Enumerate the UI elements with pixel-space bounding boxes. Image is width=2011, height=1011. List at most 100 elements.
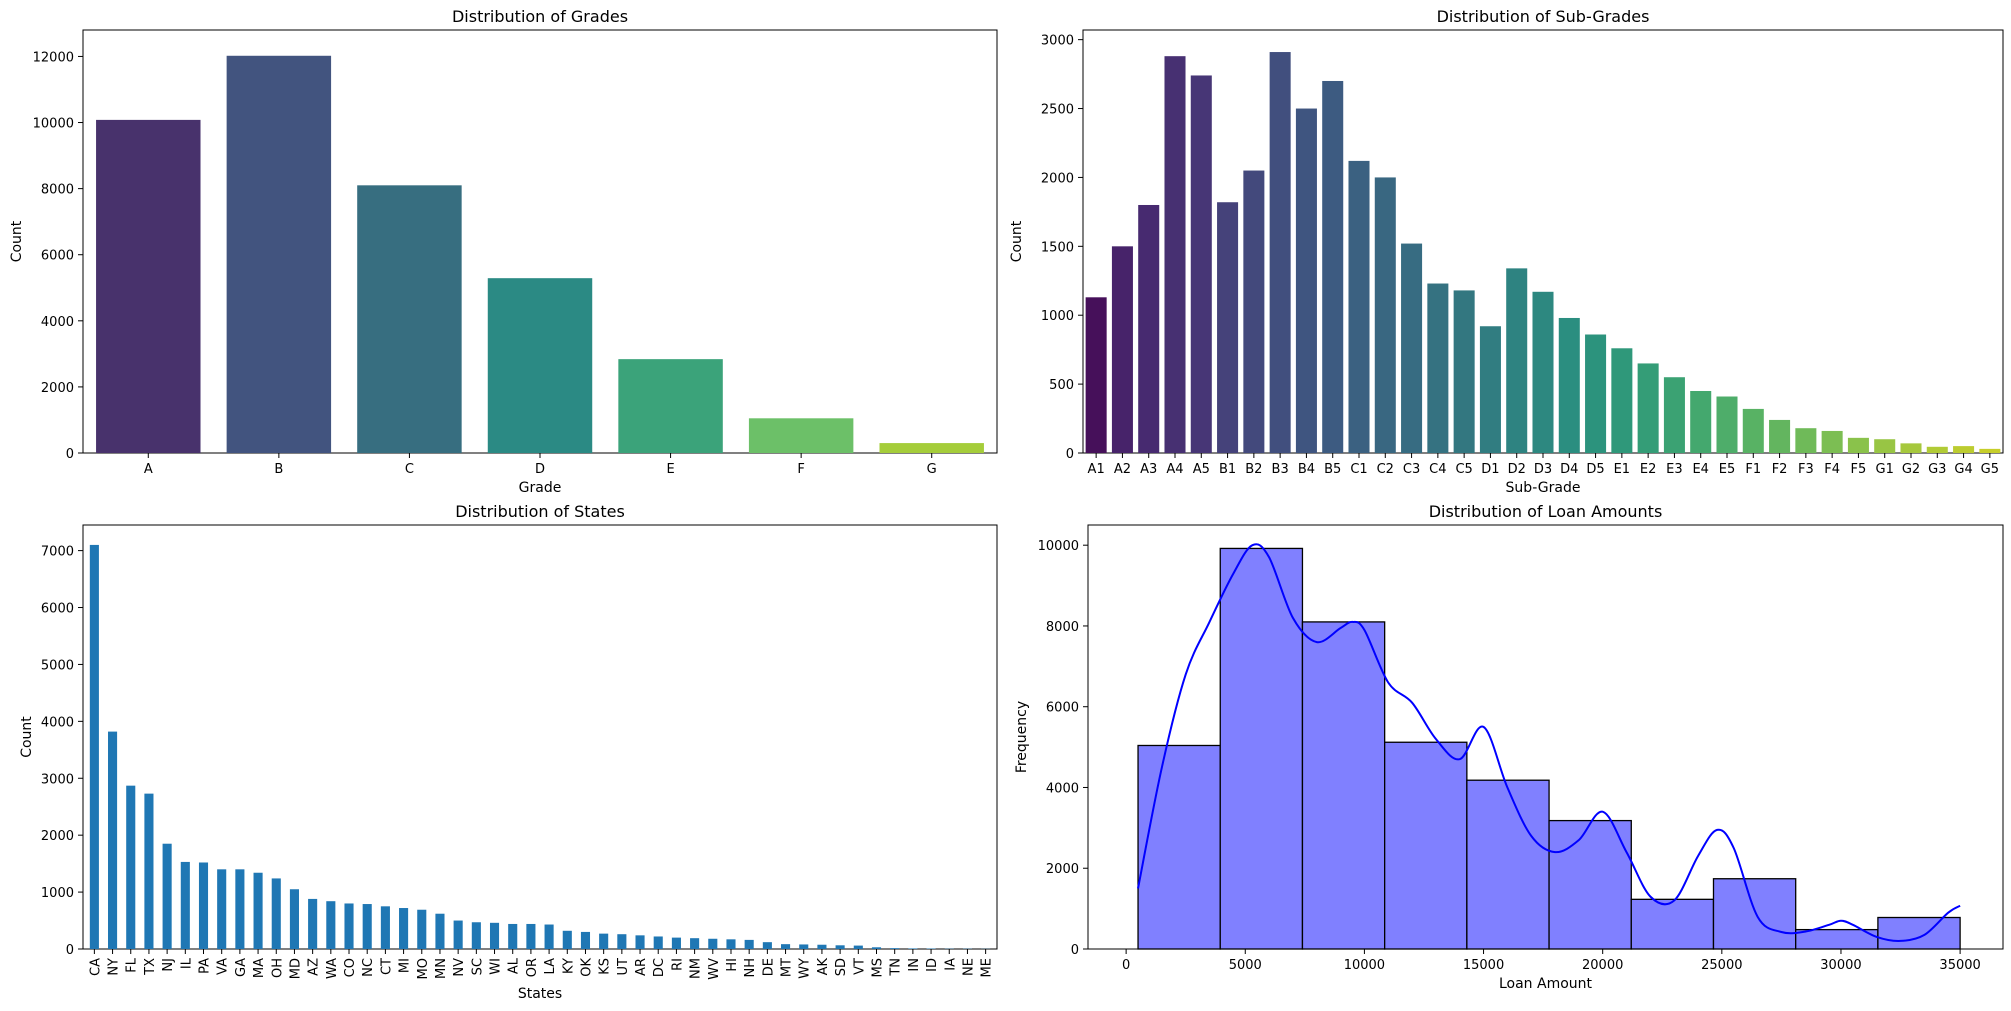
- y-tick-label: 1000: [1041, 309, 1074, 324]
- x-tick-label: A5: [1193, 462, 1210, 477]
- x-tick-label: VA: [216, 958, 231, 975]
- x-tick-label: MI: [398, 958, 413, 973]
- y-tick-label: 2500: [1041, 103, 1074, 118]
- bar-SD: [835, 945, 845, 949]
- bar-OH: [271, 878, 281, 949]
- bar-C2: [1374, 177, 1396, 453]
- bar-DC: [653, 936, 663, 949]
- x-tick-label: A4: [1166, 462, 1183, 477]
- histogram-bin: [1630, 898, 1715, 950]
- bar-RI: [671, 937, 681, 949]
- x-tick-label: C: [405, 462, 414, 477]
- bar-A: [96, 119, 201, 453]
- bar-D3: [1532, 291, 1554, 453]
- bar-E3: [1663, 377, 1685, 453]
- y-axis-label: Count: [19, 716, 35, 758]
- chart-2: Distribution of States 0 1000 2000 3000 4000 5…: [19, 502, 998, 1002]
- x-tick-label: MD: [288, 958, 303, 979]
- bar-C1: [1348, 160, 1370, 454]
- y-tick-label: 4000: [41, 315, 74, 330]
- y-axis-label: Frequency: [1014, 701, 1030, 773]
- y-tick-label: 3000: [1041, 34, 1074, 49]
- bar-TX: [144, 793, 154, 949]
- x-tick-label: F5: [1851, 462, 1867, 477]
- x-tick-label: G2: [1902, 462, 1920, 477]
- bar-A5: [1190, 75, 1212, 453]
- x-tick-label: A1: [1088, 462, 1105, 477]
- x-tick-label: 25000: [1701, 958, 1742, 973]
- bar-MO: [417, 909, 427, 949]
- bar-UT: [617, 934, 627, 949]
- x-tick-label: SD: [834, 958, 849, 976]
- x-tick-label: C3: [1403, 462, 1420, 477]
- x-tick-label: 35000: [1939, 958, 1980, 973]
- bar-E4: [1690, 390, 1712, 453]
- bar-IN: [908, 948, 918, 949]
- x-tick-label: NJ: [161, 958, 176, 972]
- bar-WA: [326, 901, 336, 949]
- bar-F4: [1821, 430, 1843, 453]
- bar-VT: [853, 945, 863, 949]
- bar-WV: [708, 938, 718, 949]
- bar-F5: [1847, 437, 1869, 453]
- x-tick-label: G5: [1981, 462, 1999, 477]
- x-tick-label: D: [535, 462, 545, 477]
- bar-D1: [1479, 326, 1501, 453]
- x-tick-label: CA: [88, 958, 103, 976]
- bar-SC: [471, 922, 481, 949]
- x-tick-label: E2: [1640, 462, 1657, 477]
- y-tick-label: 2000: [41, 381, 74, 396]
- bar-C5: [1453, 290, 1475, 453]
- chart-title: Distribution of Grades: [452, 7, 628, 26]
- x-tick-label: G1: [1876, 462, 1894, 477]
- bar-NV: [453, 920, 463, 949]
- chart-title: Distribution of Loan Amounts: [1429, 502, 1663, 521]
- x-tick-label: B4: [1298, 462, 1315, 477]
- x-tick-label: G3: [1928, 462, 1946, 477]
- bar-AZ: [308, 898, 318, 949]
- chart-title: Distribution of Sub-Grades: [1437, 7, 1650, 26]
- x-tick-label: C2: [1377, 462, 1394, 477]
- histogram-bin: [1219, 547, 1304, 950]
- x-tick-label: NY: [107, 958, 122, 976]
- bar-NJ: [162, 843, 172, 949]
- bar-C: [357, 185, 462, 453]
- histogram-bin: [1384, 741, 1468, 950]
- bar-LA: [544, 924, 554, 949]
- bar-G2: [1900, 443, 1922, 453]
- bar-NH: [744, 939, 754, 949]
- x-tick-label: IA: [943, 958, 958, 971]
- x-tick-label: FL: [125, 957, 140, 972]
- x-tick-label: G4: [1954, 462, 1972, 477]
- bar-A4: [1164, 56, 1186, 454]
- x-tick-label: NC: [361, 958, 376, 977]
- x-tick-label: WY: [798, 958, 813, 979]
- bar-AL: [508, 923, 518, 949]
- x-tick-label: MA: [252, 958, 267, 978]
- x-tick-label: F2: [1772, 462, 1788, 477]
- bar-B4: [1295, 108, 1317, 453]
- y-tick-label: 500: [1049, 378, 1074, 393]
- bar-B3: [1269, 52, 1291, 454]
- x-tick-label: WI: [489, 958, 504, 975]
- x-tick-label: B: [274, 462, 283, 477]
- x-tick-label: RI: [670, 958, 685, 971]
- bar-CO: [344, 903, 354, 949]
- histogram-bin: [1548, 819, 1632, 950]
- y-tick-label: 0: [66, 943, 74, 958]
- y-tick-label: 0: [1071, 943, 1079, 958]
- x-tick-label: NM: [689, 958, 704, 979]
- x-tick-label: PA: [198, 958, 213, 974]
- y-tick-label: 1000: [41, 886, 74, 901]
- bar-AK: [817, 944, 827, 949]
- x-tick-label: F4: [1824, 462, 1840, 477]
- x-tick-label: 15000: [1463, 958, 1504, 973]
- x-tick-label: SC: [470, 958, 485, 975]
- x-tick-label: TN: [889, 958, 904, 977]
- bar-WY: [799, 944, 809, 949]
- bar-B1: [1217, 202, 1239, 453]
- x-tick-label: C4: [1429, 462, 1446, 477]
- chart-title: Distribution of States: [455, 502, 625, 521]
- x-tick-label: E4: [1692, 462, 1709, 477]
